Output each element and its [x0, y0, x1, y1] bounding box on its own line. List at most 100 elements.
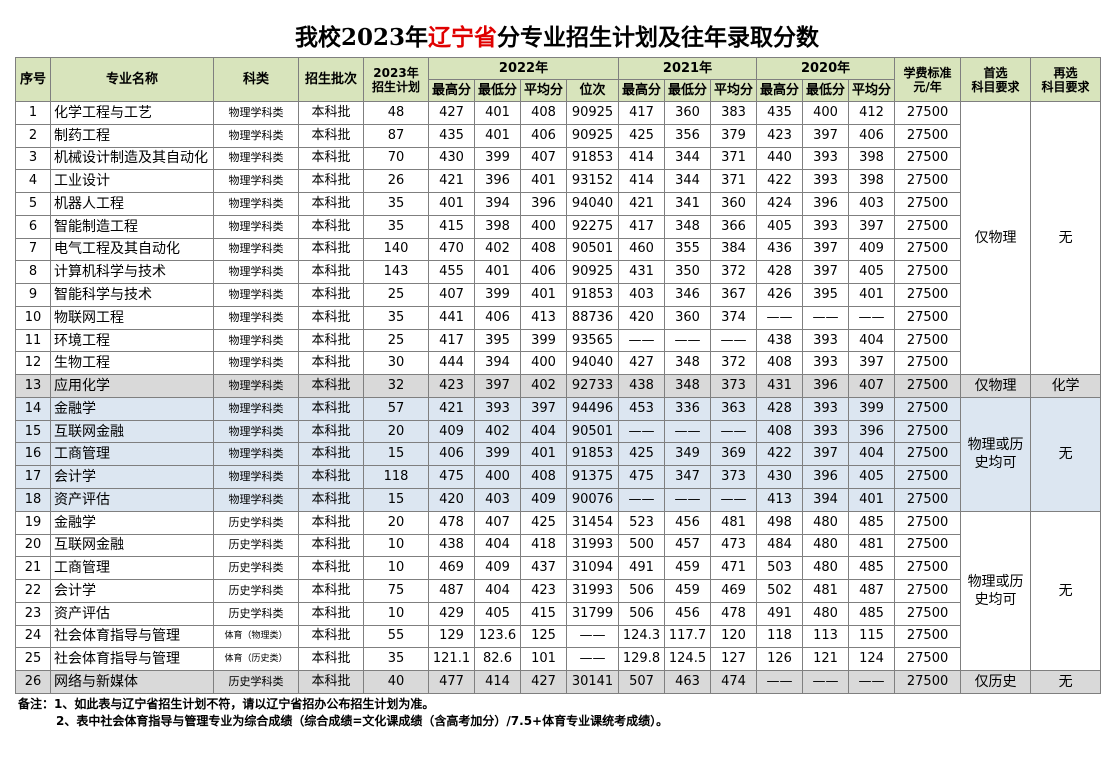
cell: 27500	[894, 169, 962, 194]
cell: 本科批	[298, 192, 364, 216]
cell: 422	[756, 442, 804, 467]
cell: ——	[664, 419, 711, 444]
cell: 475	[428, 465, 475, 490]
cell: 90925	[566, 260, 619, 285]
cell: 91375	[566, 465, 619, 490]
cell: 407	[428, 283, 475, 307]
cell: 25	[363, 283, 429, 307]
cell: 115	[848, 624, 896, 649]
cell: 403	[848, 192, 896, 216]
cell: 27500	[894, 214, 962, 239]
data-row: 5 机器人工程 物理学科类 本科批 35 401 394 396 94040 421 341 360 4…	[15, 192, 1101, 216]
cell: 430	[756, 465, 804, 490]
cell: 481	[848, 533, 896, 558]
cell: 90925	[566, 123, 619, 148]
cell: 404	[474, 579, 521, 603]
cell: 469	[428, 556, 475, 581]
cell: 21	[15, 556, 51, 581]
cell: 13	[15, 374, 51, 398]
title: 我校2023年辽宁省分专业招生计划及往年录取分数	[0, 18, 1114, 52]
cell: 31993	[566, 579, 619, 603]
cell: 16	[15, 442, 51, 467]
cell: 405	[848, 465, 896, 490]
admission-table: 序号 专业名称 科类 招生批次 2023年 招生计划 2022年 2021年 2020年 学费标…	[15, 57, 1102, 694]
cell: 373	[709, 465, 758, 490]
cell: 393	[802, 419, 850, 444]
cell: 484	[756, 533, 804, 558]
cell: 503	[756, 556, 804, 581]
cell: 27500	[894, 374, 962, 398]
cell: 372	[709, 351, 758, 376]
cell: 本科批	[298, 374, 364, 398]
cell: 346	[664, 283, 711, 307]
cell: 408	[520, 101, 567, 125]
cell: 393	[474, 396, 521, 421]
cell: ——	[848, 670, 896, 694]
cell: 400	[474, 465, 521, 490]
cell: 本科批	[298, 579, 364, 603]
cell: 470	[428, 237, 475, 262]
cell: 371	[709, 146, 758, 171]
cell: 118	[363, 465, 429, 490]
cell: 7	[15, 237, 51, 262]
cell: 6	[15, 214, 51, 239]
cell: 57	[363, 396, 429, 421]
cell: 31799	[566, 601, 619, 626]
cell: 457	[664, 533, 711, 558]
cell: 414	[618, 169, 665, 194]
second-subject: 无	[1030, 396, 1102, 512]
data-row: 22 会计学 历史学科类 本科批 75 487 404 423 31993 506 459 469 50…	[15, 579, 1101, 603]
cell: 历史学科类	[213, 670, 299, 694]
cell: 506	[618, 579, 665, 603]
cell: 19	[15, 510, 51, 535]
cell: 431	[756, 374, 804, 398]
cell: 15	[363, 488, 429, 512]
cell: 350	[664, 260, 711, 285]
sub-header: 平均分	[709, 79, 758, 102]
cell: 本科批	[298, 442, 364, 467]
column-header: 科类	[213, 57, 299, 102]
data-row: 13 应用化学 物理学科类 本科批 32 423 397 402 92733 438 348 373 4…	[15, 374, 1102, 398]
cell: 393	[802, 396, 850, 421]
cell: 94040	[566, 351, 619, 376]
cell: ——	[664, 328, 711, 353]
cell: 397	[520, 396, 567, 421]
cell: 405	[756, 214, 804, 239]
cell: 404	[848, 328, 896, 353]
cell: ——	[566, 647, 619, 672]
cell: 本科批	[298, 214, 364, 239]
cell: 物联网工程	[50, 305, 214, 330]
cell: 物理学科类	[213, 192, 299, 216]
cell: 414	[618, 146, 665, 171]
cell: 化学工程与工艺	[50, 101, 214, 125]
cell: 506	[618, 601, 665, 626]
cell: 423	[520, 579, 567, 603]
cell: 453	[618, 396, 665, 421]
sub-header: 最低分	[664, 79, 711, 102]
cell: 424	[756, 192, 804, 216]
cell: 427	[618, 351, 665, 376]
cell: 本科批	[298, 305, 364, 330]
cell: 资产评估	[50, 601, 214, 626]
cell: 10	[363, 601, 429, 626]
cell: 物理学科类	[213, 169, 299, 194]
cell: 428	[756, 396, 804, 421]
cell: 348	[664, 374, 711, 398]
title-highlight: 辽宁省	[428, 24, 497, 51]
sub-header: 最高分	[756, 79, 804, 102]
cell: 399	[474, 442, 521, 467]
cell: 35	[363, 647, 429, 672]
cell: 本科批	[298, 510, 364, 535]
cell: 25	[15, 647, 51, 672]
cell: 399	[848, 396, 896, 421]
cell: 402	[520, 374, 567, 398]
cell: 历史学科类	[213, 510, 299, 535]
cell: 429	[428, 601, 475, 626]
cell: 417	[428, 328, 475, 353]
cell: 393	[802, 146, 850, 171]
cell: 456	[664, 510, 711, 535]
cell: 471	[709, 556, 758, 581]
cell: 物理学科类	[213, 305, 299, 330]
cell: 407	[520, 146, 567, 171]
cell: 90925	[566, 101, 619, 125]
